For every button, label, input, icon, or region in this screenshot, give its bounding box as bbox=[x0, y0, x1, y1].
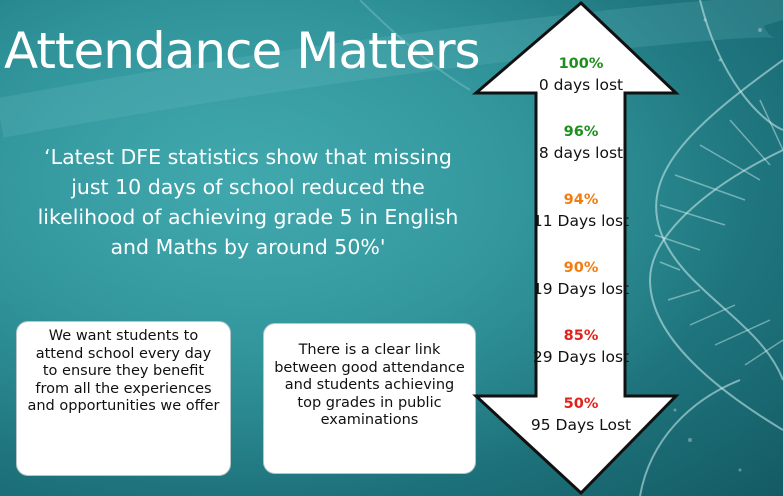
stat-item: 85% 29 Days lost bbox=[512, 326, 650, 368]
stat-item: 96% 8 days lost bbox=[512, 122, 650, 164]
attendance-link-text: There is a clear link between good atten… bbox=[274, 342, 465, 428]
stat-days-lost: 19 Days lost bbox=[532, 280, 630, 298]
stat-percent: 50% bbox=[563, 396, 599, 412]
stat-percent: 90% bbox=[563, 260, 599, 276]
attendance-link-box: There is a clear link between good atten… bbox=[263, 323, 476, 474]
stat-item: 90% 19 Days lost bbox=[512, 258, 650, 300]
students-message-text: We want students to attend school every … bbox=[27, 328, 220, 414]
dfe-statistic-quote: ‘Latest DFE statistics show that missing… bbox=[37, 145, 459, 259]
stat-item: 94% 11 Days lost bbox=[512, 190, 650, 232]
stat-percent: 85% bbox=[563, 328, 599, 344]
stat-days-lost: 11 Days lost bbox=[532, 212, 630, 230]
stat-percent: 100% bbox=[558, 56, 604, 72]
stat-days-lost: 0 days lost bbox=[538, 76, 624, 94]
students-message-box: We want students to attend school every … bbox=[16, 321, 231, 476]
stat-days-lost: 29 Days lost bbox=[532, 348, 630, 366]
stat-percent: 94% bbox=[563, 192, 599, 208]
stat-item: 50% 95 Days Lost bbox=[512, 394, 650, 436]
double-arrow-shape bbox=[471, 0, 680, 496]
stat-percent: 96% bbox=[563, 124, 599, 140]
stat-days-lost: 95 Days Lost bbox=[530, 416, 632, 434]
page-title: Attendance Matters bbox=[4, 22, 481, 80]
dna-helix-icon bbox=[639, 0, 783, 496]
stat-days-lost: 8 days lost bbox=[538, 144, 624, 162]
stat-item: 100% 0 days lost bbox=[512, 54, 650, 96]
